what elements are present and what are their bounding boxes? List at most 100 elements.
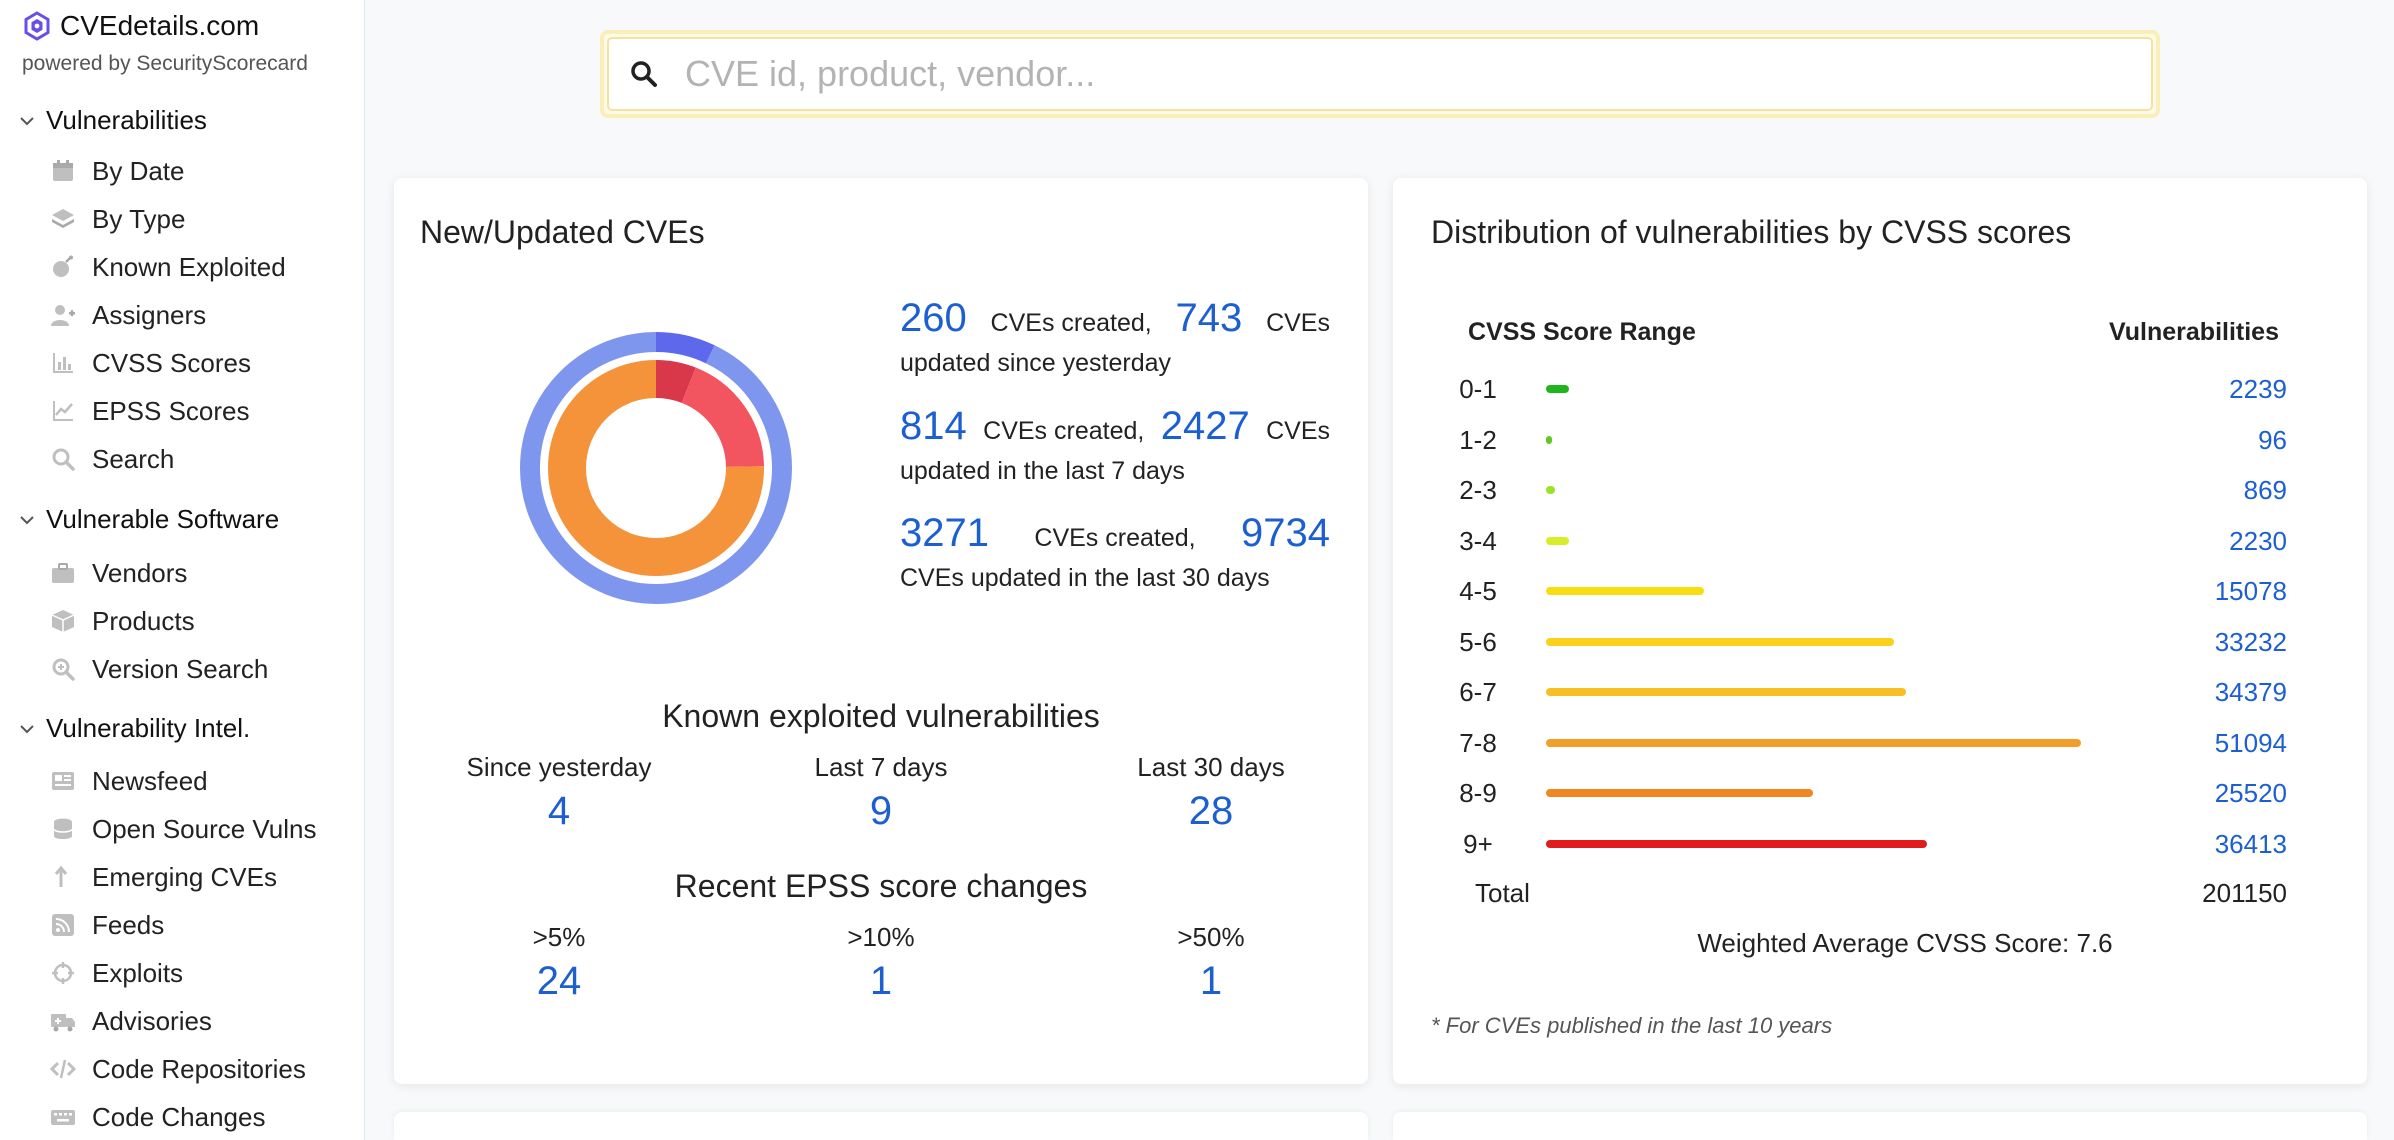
- epss-title: Recent EPSS score changes: [674, 868, 1088, 904]
- sidebar-section-vulnerability-intel[interactable]: Vulnerability Intel.: [18, 713, 250, 744]
- cvss-distribution-card: Distribution of vulnerabilities by CVSS …: [1393, 178, 2367, 1084]
- new-updated-title: New/Updated CVEs: [420, 214, 705, 250]
- cvss-bar: [1546, 789, 1814, 797]
- sidebar-item-known-exploited[interactable]: Known Exploited: [50, 250, 286, 284]
- sidebar-item-code-changes[interactable]: Code Changes: [50, 1100, 265, 1134]
- col-header-range: CVSS Score Range: [1468, 318, 1696, 346]
- created-ring-segment: [548, 360, 764, 576]
- vuln-count-link[interactable]: 36413: [2214, 828, 2287, 859]
- sidebar-item-label: Emerging CVEs: [92, 861, 277, 892]
- brand[interactable]: CVEdetails.com: [22, 10, 259, 42]
- sidebar-item-epss-scores[interactable]: EPSS Scores: [50, 394, 250, 428]
- updated-yesterday-count[interactable]: 743: [1175, 296, 1243, 340]
- newspaper-icon: [52, 772, 74, 790]
- sidebar-item-search[interactable]: Search: [50, 442, 174, 476]
- crosshair-icon: [52, 962, 74, 984]
- sidebar-item-feeds[interactable]: Feeds: [50, 908, 164, 942]
- table-row: 7-8 51094: [1393, 722, 2367, 766]
- brand-title: CVEdetails.com: [60, 10, 260, 41]
- search-box: [607, 37, 2153, 111]
- vuln-count-link[interactable]: 51094: [2214, 727, 2287, 758]
- sidebar-item-newsfeed[interactable]: Newsfeed: [50, 764, 208, 798]
- distribution-title: Distribution of vulnerabilities by CVSS …: [1431, 214, 2072, 250]
- sidebar-item-label: Newsfeed: [92, 765, 208, 796]
- sidebar-item-label: CVSS Scores: [92, 347, 251, 378]
- vuln-count-link[interactable]: 2230: [2229, 525, 2287, 556]
- sidebar-item-version-search[interactable]: Version Search: [50, 652, 268, 686]
- sidebar-item-label: Open Source Vulns: [92, 813, 317, 844]
- updated-30d-count[interactable]: 9734: [1241, 511, 1330, 555]
- sidebar-item-assigners[interactable]: Assigners: [50, 298, 206, 332]
- database-icon: [53, 818, 73, 839]
- vuln-count-link[interactable]: 33232: [2214, 626, 2287, 657]
- epss-gt-5: >5% 24: [394, 922, 724, 1004]
- table-row: 3-4 2230: [1393, 520, 2367, 564]
- sidebar-item-cvss-scores[interactable]: CVSS Scores: [50, 346, 251, 380]
- sidebar-item-exploits[interactable]: Exploits: [50, 956, 183, 990]
- vuln-count-link[interactable]: 96: [2258, 424, 2287, 455]
- cvss-bar: [1546, 839, 1928, 848]
- sidebar-item-label: Code Changes: [92, 1101, 266, 1132]
- table-row: 8-9 25520: [1393, 772, 2367, 816]
- vuln-count-link[interactable]: 869: [2243, 475, 2287, 505]
- sidebar-item-code-repositories[interactable]: Code Repositories: [50, 1052, 306, 1086]
- created-30d-count[interactable]: 3271: [900, 511, 989, 555]
- rss-icon: [52, 914, 74, 936]
- sidebar-item-label: Known Exploited: [92, 251, 286, 282]
- cvss-bar: [1546, 385, 1570, 393]
- vuln-count-link[interactable]: 25520: [2214, 778, 2287, 808]
- sidebar-item-label: Version Search: [92, 653, 269, 684]
- sidebar-item-products[interactable]: Products: [50, 604, 195, 638]
- vuln-count-link[interactable]: 34379: [2214, 677, 2287, 707]
- sidebar-section-label: Vulnerable Software: [46, 504, 280, 534]
- range-label: 0-1: [1459, 374, 1497, 404]
- layers-icon: [52, 209, 74, 228]
- cvedetails-logo-icon: [24, 11, 50, 41]
- search-bar: [600, 30, 2160, 118]
- sidebar-item-label: By Date: [92, 155, 185, 186]
- sidebar-item-label: Exploits: [92, 957, 184, 988]
- sidebar-item-advisories[interactable]: Advisories: [50, 1004, 212, 1038]
- ke-last-30-days-value[interactable]: 28: [1188, 789, 1234, 833]
- sidebar-item-by-type[interactable]: By Type: [50, 202, 185, 236]
- epss-gt-5-value[interactable]: 24: [536, 959, 582, 1003]
- search-icon: [52, 448, 75, 471]
- updated-7d-count[interactable]: 2427: [1160, 404, 1250, 448]
- sidebar-section-vulnerable-software[interactable]: Vulnerable Software: [18, 504, 279, 535]
- sidebar-item-by-date[interactable]: By Date: [50, 154, 185, 188]
- sidebar-item-label: EPSS Scores: [92, 395, 250, 426]
- range-label: 3-4: [1459, 525, 1497, 556]
- known-exploited-title: Known exploited vulnerabilities: [662, 698, 1100, 734]
- stat-7-days: 814 CVEs created, 2427 CVEs updated in t…: [900, 398, 1330, 489]
- vuln-count-link[interactable]: 15078: [2214, 576, 2287, 606]
- epss-gt-10-value[interactable]: 1: [869, 959, 893, 1003]
- range-label: 9+: [1463, 828, 1493, 859]
- brand-subtitle: powered by SecurityScorecard: [22, 52, 308, 75]
- table-row: 2-3 869: [1393, 469, 2367, 513]
- cvss-bar: [1546, 536, 1570, 545]
- search-input[interactable]: [685, 53, 2151, 95]
- calendar-icon: [53, 160, 73, 181]
- created-yesterday-count[interactable]: 260: [900, 296, 967, 340]
- sidebar-item-vendors[interactable]: Vendors: [50, 556, 187, 590]
- sidebar-section-label: Vulnerability Intel.: [46, 713, 251, 743]
- vuln-count-link[interactable]: 2239: [2229, 374, 2287, 404]
- cve-donut-chart: [520, 332, 792, 604]
- sidebar-item-emerging-cves[interactable]: Emerging CVEs: [50, 860, 277, 894]
- cvss-bar: [1546, 688, 1906, 696]
- next-card-edge-right: [1393, 1112, 2367, 1140]
- bar-chart-icon: [53, 353, 73, 373]
- sidebar-item-label: Advisories: [92, 1005, 212, 1036]
- ke-since-yesterday-value[interactable]: 4: [547, 789, 571, 833]
- epss-gt-50-value[interactable]: 1: [1199, 959, 1223, 1003]
- table-row: 1-2 96: [1393, 419, 2367, 463]
- ke-last-7-days-value[interactable]: 9: [869, 789, 893, 833]
- code-icon: [50, 1059, 76, 1079]
- sidebar-item-open-source-vulns[interactable]: Open Source Vulns: [50, 812, 317, 846]
- range-label: 1-2: [1459, 424, 1497, 455]
- sidebar-section-vulnerabilities[interactable]: Vulnerabilities: [18, 105, 207, 136]
- sidebar-section-label: Vulnerabilities: [46, 105, 207, 135]
- sidebar-item-label: Vendors: [92, 557, 188, 588]
- range-label: 4-5: [1459, 576, 1497, 606]
- created-7d-count[interactable]: 814: [900, 404, 967, 448]
